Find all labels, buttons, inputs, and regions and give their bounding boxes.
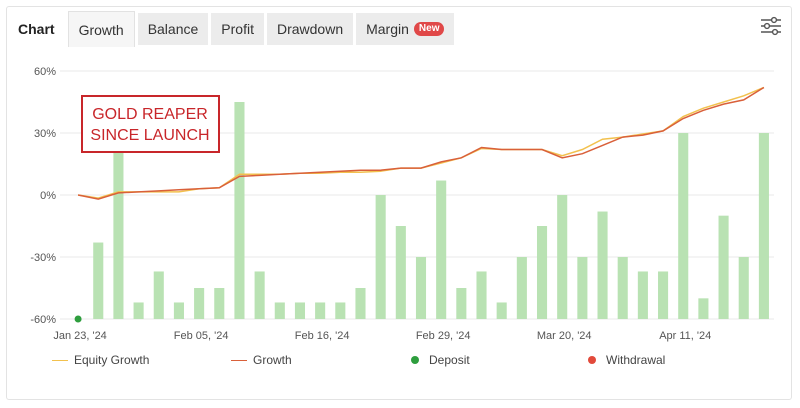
legend-label: Equity Growth [74,353,150,367]
y-tick-label: 30% [34,128,56,140]
bar [375,195,386,319]
legend-deposit[interactable]: Deposit [411,353,470,367]
bar [456,288,467,319]
x-tick-label: Apr 11, '24 [659,330,711,342]
legend-withdrawal[interactable]: Withdrawal [588,353,665,367]
tab-margin[interactable]: Margin New [356,13,455,45]
x-tick-label: Jan 23, '24 [53,330,106,342]
annotation-line-2: SINCE LAUNCH [90,127,209,144]
y-tick-label: -60% [30,314,56,326]
bar [516,257,527,319]
bar [153,271,164,319]
chart-panel [6,6,792,400]
x-tick-label: Feb 05, '24 [174,330,229,342]
bar [577,257,588,319]
tab-label: Chart [18,21,55,37]
legend-swatch [411,356,419,364]
bar [234,102,245,319]
legend-swatch [588,356,596,364]
deposit-point [74,315,82,323]
bar [597,211,608,319]
x-tick-label: Mar 20, '24 [537,330,592,342]
growth-chart: 60% 30% 0% -30% -60% Jan 23, '24 Feb 05, '24 Fe… [30,66,774,342]
tab-chart[interactable]: Chart [6,13,65,45]
tab-label: Profit [221,21,254,37]
y-tick-label: -30% [30,252,56,264]
bar [335,302,346,319]
bar [658,271,669,319]
legend-label: Deposit [429,353,470,367]
legend-swatch [231,359,247,361]
bar [315,302,326,319]
x-tick-label: Feb 16, '24 [295,330,350,342]
bar [113,149,124,319]
tab-label: Growth [78,21,124,38]
bar [496,302,507,319]
legend-label: Withdrawal [606,353,666,367]
bar [274,302,285,319]
y-tick-label: 60% [34,66,56,78]
chart-legend: Equity Growth Growth Deposit Withdrawal [0,353,800,373]
bar [637,271,648,319]
annotation-box [81,95,220,153]
bar [355,288,366,319]
legend-equity-growth[interactable]: Equity Growth [52,353,149,367]
new-badge: New [413,22,445,36]
legend-swatch [52,359,68,361]
bar [415,257,427,319]
bar [194,288,205,319]
bar [395,226,406,319]
annotation-line-1: GOLD REAPER [92,106,208,123]
tab-label: Balance [147,21,199,37]
bar [536,226,548,319]
bar [698,298,709,319]
sliders-icon[interactable] [760,16,782,36]
bar [758,133,769,319]
y-tick-label: 0% [40,190,56,202]
legend-label: Growth [253,353,292,367]
tab-profit[interactable]: Profit [211,13,264,45]
tab-bar: Chart Growth Balance Profit Drawdown Margin Ne… [6,6,457,47]
x-tick-label: Feb 29, '24 [416,330,471,342]
bar [718,215,729,319]
bar [436,180,447,319]
bar [476,271,487,319]
legend-growth[interactable]: Growth [231,353,292,367]
tab-drawdown[interactable]: Drawdown [266,13,354,45]
bar [294,302,306,319]
bar [173,302,184,319]
growth-line [77,86,765,200]
bar [93,242,104,319]
bar [254,271,265,319]
bar [214,288,225,319]
bar [557,195,568,319]
bar [617,257,628,319]
bar [133,302,144,319]
bar [678,133,689,319]
bar [738,257,749,319]
tab-growth[interactable]: Growth [67,11,135,47]
tab-label: Margin [366,21,409,37]
tab-balance[interactable]: Balance [137,13,209,45]
tab-label: Drawdown [276,21,344,37]
